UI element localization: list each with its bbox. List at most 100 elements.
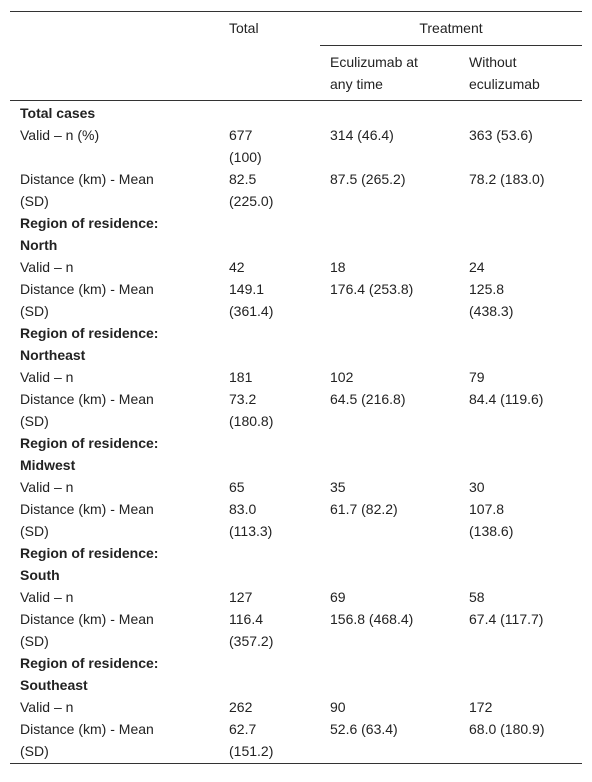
data-row: Valid – n (%) 677 (100) 314 (46.4) 363 (53.… [10,124,582,168]
empty-cell [459,322,582,366]
empty-cell [320,101,459,125]
empty-cell [320,652,459,696]
cell: Valid – n (%) [10,124,219,168]
cell-text: 116.4 (357.2) [229,611,274,649]
cell-text: Distance (km) - Mean (SD) [20,721,154,759]
cell: 62.7 (151.2) [219,718,320,764]
section-cell: Region of residence: Southeast [10,652,219,696]
cell-text: 84.4 (119.6) [469,391,544,407]
cell-text: 35 [330,479,346,495]
cell-text: 52.6 (63.4) [330,721,398,737]
cell: Distance (km) - Mean (SD) [10,168,219,212]
cell: 363 (53.6) [459,124,582,168]
cell: 61.7 (82.2) [320,498,459,542]
cell-text: Distance (km) - Mean (SD) [20,391,154,429]
table-body: Total cases Valid – n (%) 677 (100) 314 (46… [10,101,582,764]
cell-text: Distance (km) - Mean (SD) [20,611,154,649]
header-cell: Eculizumab at any time [320,45,459,101]
cell: 172 [459,696,582,718]
cell-text: 181 [229,369,253,385]
data-table: Total Treatment Eculizumab at any time W… [10,11,582,764]
cell-text: Valid – n [20,369,74,385]
data-row: Valid – n 65 35 30 [10,476,582,498]
cell: 58 [459,586,582,608]
empty-cell [320,212,459,256]
data-row: Distance (km) - Mean (SD) 116.4 (357.2) 15… [10,608,582,652]
section-cell: Region of residence: Northeast [10,322,219,366]
section-cell: Region of residence: South [10,542,219,586]
data-row: Distance (km) - Mean (SD) 83.0 (113.3) 61.… [10,498,582,542]
cell: 65 [219,476,320,498]
data-row: Valid – n 181 102 79 [10,366,582,388]
cell-text: 69 [330,589,346,605]
section-row: Region of residence: South [10,542,582,586]
cell: 107.8 (138.6) [459,498,582,542]
cell-text: Valid – n [20,259,74,275]
cell-text: 677 (100) [229,127,262,165]
cell-text: 78.2 (183.0) [469,171,545,187]
header-cell: Treatment [320,11,582,46]
cell-text: 42 [229,259,245,275]
section-row: Region of residence: Midwest [10,432,582,476]
cell: 73.2 (180.8) [219,388,320,432]
cell-text: 125.8 (438.3) [469,281,514,319]
empty-cell [459,652,582,696]
cell: 83.0 (113.3) [219,498,320,542]
section-title: Region of residence: Northeast [20,325,159,363]
empty-cell [219,101,320,125]
cell-text: 67.4 (117.7) [469,611,544,627]
cell: Valid – n [10,696,219,718]
cell: 79 [459,366,582,388]
cell: 42 [219,256,320,278]
data-row: Valid – n 127 69 58 [10,586,582,608]
cell-text: 262 [229,699,253,715]
empty-cell [219,432,320,476]
data-row: Distance (km) - Mean (SD) 73.2 (180.8) 64.… [10,388,582,432]
cell: 24 [459,256,582,278]
cell: 314 (46.4) [320,124,459,168]
cell-text: 127 [229,589,253,605]
section-title: Region of residence: South [20,545,159,583]
cell-text: 82.5 (225.0) [229,171,274,209]
empty-cell [320,542,459,586]
data-row: Distance (km) - Mean (SD) 62.7 (151.2) 52.… [10,718,582,764]
cell-text: 62.7 (151.2) [229,721,274,759]
cell-text: 363 (53.6) [469,127,533,143]
cell-text: Valid – n [20,479,74,495]
cell-text: Distance (km) - Mean (SD) [20,501,154,539]
data-row: Valid – n 42 18 24 [10,256,582,278]
section-row: Region of residence: Northeast [10,322,582,366]
cell-text: 314 (46.4) [330,127,394,143]
cell-text: 90 [330,699,346,715]
cell-text: 156.8 (468.4) [330,611,414,627]
header-cell: Total [229,20,259,36]
cell: Distance (km) - Mean (SD) [10,498,219,542]
data-row: Valid – n 262 90 172 [10,696,582,718]
section-title: Region of residence: Midwest [20,435,159,473]
cell: 87.5 (265.2) [320,168,459,212]
cell-text: 149.1 (361.4) [229,281,274,319]
section-cell: Region of residence: North [10,212,219,256]
cell-text: 64.5 (216.8) [330,391,406,407]
empty-cell [219,652,320,696]
cell-text: 65 [229,479,245,495]
cell-text: Valid – n [20,699,74,715]
data-row: Distance (km) - Mean (SD) 149.1 (361.4) 17… [10,278,582,322]
cell: 90 [320,696,459,718]
cell: Valid – n [10,366,219,388]
cell: 30 [459,476,582,498]
empty-cell [219,542,320,586]
cell-text: 61.7 (82.2) [330,501,398,517]
empty-cell [459,542,582,586]
cell-text: 24 [469,259,485,275]
cell: 116.4 (357.2) [219,608,320,652]
cell-text: 18 [330,259,346,275]
cell: Distance (km) - Mean (SD) [10,278,219,322]
cell-text: 68.0 (180.9) [469,721,545,737]
header-cell: Without eculizumab [459,45,582,101]
cell: Distance (km) - Mean (SD) [10,608,219,652]
cell-text: 87.5 (265.2) [330,171,406,187]
empty-cell [459,101,582,125]
cell-text: 30 [469,479,485,495]
cell: 69 [320,586,459,608]
